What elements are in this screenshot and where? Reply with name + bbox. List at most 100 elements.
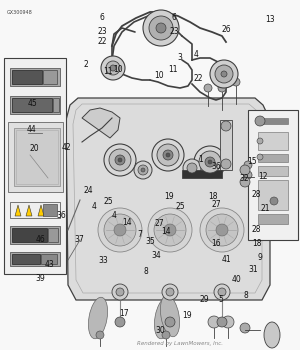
Circle shape [208,160,212,164]
Circle shape [206,214,238,246]
Circle shape [244,161,252,169]
Circle shape [134,161,152,179]
Circle shape [101,56,125,80]
Bar [258,214,288,224]
Circle shape [106,61,120,75]
Bar [43,204,57,216]
Text: 23: 23 [97,27,107,36]
Ellipse shape [88,297,108,339]
Polygon shape [82,108,120,138]
Polygon shape [26,205,32,216]
Text: 27: 27 [154,219,164,229]
Circle shape [244,171,252,179]
Text: 6: 6 [172,13,176,22]
Text: 25: 25 [103,197,113,206]
Text: 36: 36 [57,211,66,220]
Text: 22: 22 [97,37,107,47]
Polygon shape [15,205,21,216]
Circle shape [183,159,201,177]
Text: 4: 4 [92,202,97,211]
Bar [12,70,42,84]
Text: 10: 10 [154,71,164,80]
Text: 10: 10 [114,65,123,75]
Circle shape [221,121,231,131]
Text: 25: 25 [175,202,185,211]
Text: 5: 5 [218,295,223,304]
Circle shape [104,144,136,176]
Text: 24: 24 [84,186,93,195]
Bar [14,128,60,186]
Text: 18: 18 [252,239,261,248]
Bar [8,122,63,192]
Circle shape [204,84,212,92]
Circle shape [218,288,226,296]
Text: 21: 21 [261,204,270,213]
Text: 28: 28 [252,225,261,234]
Bar [43,70,57,84]
Bar [258,180,288,210]
Circle shape [143,10,179,46]
Circle shape [210,60,238,88]
Text: 39: 39 [36,274,45,283]
Text: 12: 12 [258,172,267,181]
Text: 45: 45 [28,99,38,108]
Circle shape [232,78,240,86]
Text: 27: 27 [211,200,221,209]
Circle shape [156,23,166,33]
Circle shape [200,208,244,252]
Text: 16: 16 [211,239,221,248]
Text: 15: 15 [247,156,257,166]
Ellipse shape [154,297,174,339]
Text: 14: 14 [162,226,171,236]
Bar [41,254,57,264]
Circle shape [208,316,220,328]
Circle shape [205,157,215,167]
Circle shape [163,150,173,160]
Bar [10,96,60,114]
Circle shape [222,316,234,328]
Text: 41: 41 [222,254,231,264]
Text: GX300948: GX300948 [7,10,32,15]
Bar [10,202,60,218]
Circle shape [240,323,250,333]
Text: 3: 3 [178,53,182,62]
Text: 42: 42 [61,142,71,152]
Circle shape [104,214,136,246]
Circle shape [214,284,230,300]
Circle shape [166,153,170,157]
Text: 36: 36 [211,162,221,171]
Text: 37: 37 [75,235,84,244]
Circle shape [115,317,125,327]
Text: 31: 31 [249,265,258,274]
Text: 17: 17 [120,309,129,318]
Bar [12,98,52,112]
Bar [220,120,232,170]
Circle shape [257,154,263,160]
Circle shape [164,224,176,236]
Text: 33: 33 [99,256,108,265]
Circle shape [166,288,174,296]
Text: 35: 35 [145,237,155,246]
Text: 11: 11 [168,65,177,75]
Text: 44: 44 [27,125,36,134]
Text: 20: 20 [30,144,39,153]
Text: 18: 18 [208,191,218,201]
Text: 40: 40 [232,275,242,285]
Circle shape [110,65,116,71]
Circle shape [141,168,145,172]
Circle shape [118,158,122,162]
Circle shape [112,284,128,300]
Text: 28: 28 [252,190,261,199]
Text: 2: 2 [83,60,88,69]
Circle shape [162,331,170,339]
Circle shape [255,116,265,126]
Circle shape [148,208,192,252]
Text: 19: 19 [165,191,174,201]
Bar [248,110,298,240]
Text: 19: 19 [183,310,192,320]
Circle shape [152,139,184,171]
Circle shape [257,138,263,144]
Text: 13: 13 [265,15,275,24]
Text: 32: 32 [240,174,249,183]
Text: 30: 30 [156,326,165,335]
